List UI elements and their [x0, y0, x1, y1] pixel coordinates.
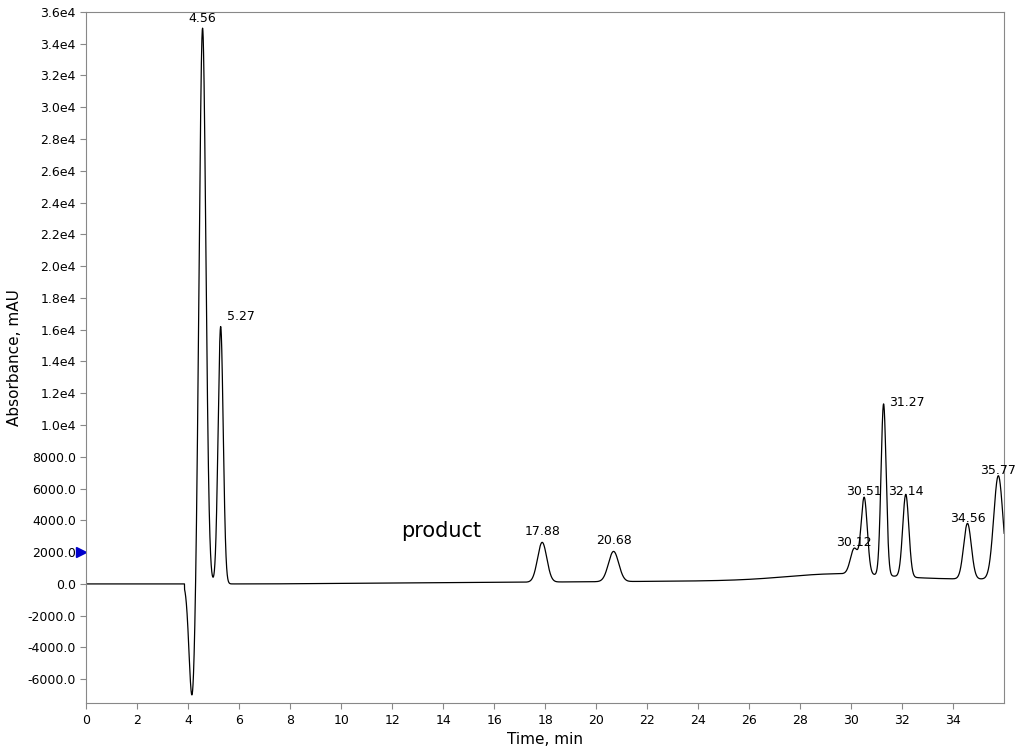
- Text: 17.88: 17.88: [524, 525, 560, 538]
- Text: 5.27: 5.27: [226, 311, 254, 323]
- Text: 20.68: 20.68: [596, 535, 632, 547]
- Text: 30.12: 30.12: [837, 536, 872, 549]
- Text: 35.77: 35.77: [980, 464, 1016, 477]
- Text: 30.51: 30.51: [846, 485, 882, 498]
- Text: product: product: [401, 521, 481, 541]
- Text: 31.27: 31.27: [890, 396, 925, 409]
- Text: 4.56: 4.56: [188, 11, 216, 25]
- X-axis label: Time, min: Time, min: [507, 732, 584, 747]
- Text: 32.14: 32.14: [888, 485, 924, 498]
- Text: 34.56: 34.56: [949, 512, 985, 525]
- Y-axis label: Absorbance, mAU: Absorbance, mAU: [7, 289, 22, 426]
